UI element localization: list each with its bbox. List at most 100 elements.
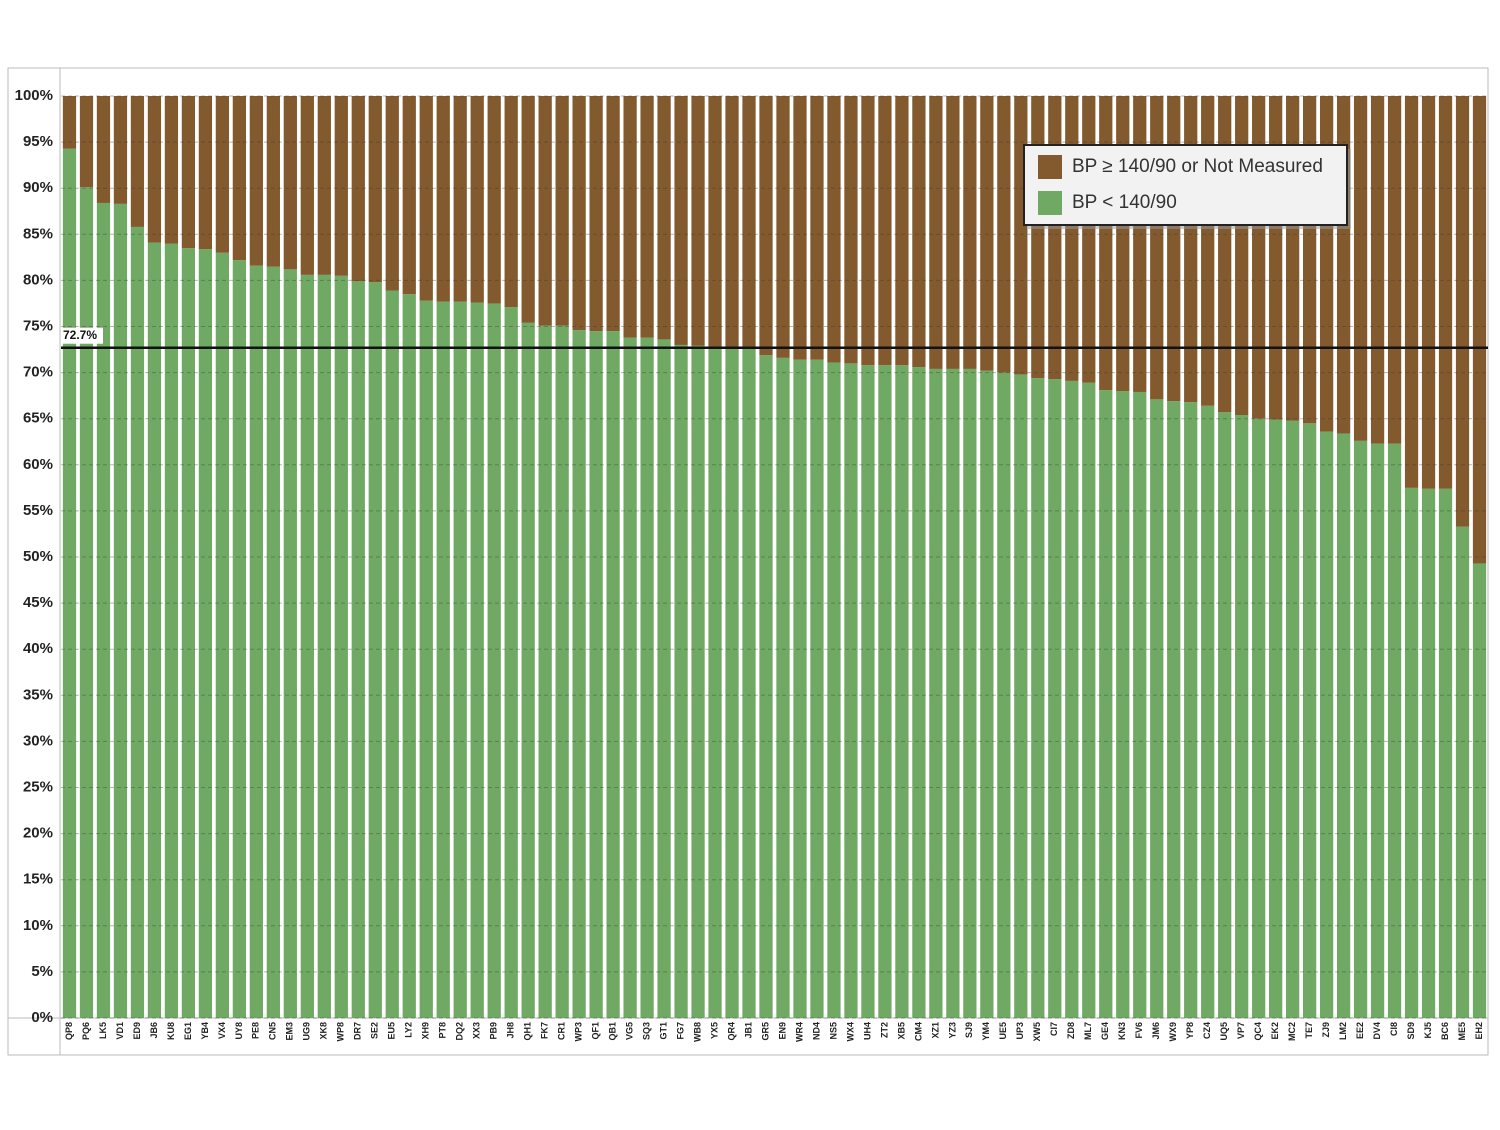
- bar-segment: [198, 249, 213, 1018]
- y-tick-label: 35%: [23, 686, 53, 703]
- bar-segment: [1370, 443, 1385, 1018]
- x-tick-label: EH2: [1474, 1022, 1484, 1040]
- bar-segment: [1082, 96, 1096, 383]
- bar-segment: [334, 96, 348, 276]
- y-tick-label: 20%: [23, 825, 53, 842]
- y-tick-label: 5%: [31, 963, 53, 980]
- bar-segment: [1438, 96, 1453, 489]
- bar-segment: [1455, 96, 1470, 527]
- bar-segment: [1065, 380, 1079, 1018]
- legend-swatch: [1038, 191, 1062, 215]
- bar-segment: [776, 357, 790, 1018]
- bar-segment: [79, 187, 94, 1018]
- bar-segment: [198, 96, 213, 250]
- x-tick-label: DR7: [353, 1022, 363, 1040]
- x-tick-label: WP3: [574, 1022, 584, 1042]
- y-tick-label: 55%: [23, 502, 53, 519]
- x-tick-label: QR4: [726, 1022, 736, 1041]
- bar-segment: [385, 96, 399, 291]
- x-tick-label: YM4: [981, 1022, 991, 1041]
- bar-segment: [453, 301, 467, 1019]
- bar-segment: [351, 96, 365, 282]
- bar-segment: [436, 96, 450, 302]
- x-tick-label: UH4: [862, 1022, 872, 1040]
- bar-segment: [300, 96, 314, 275]
- x-tick-label: CM4: [913, 1022, 923, 1041]
- bar-segment: [62, 96, 77, 149]
- bar-segment: [402, 96, 416, 295]
- x-tick-label: GT1: [658, 1022, 668, 1040]
- x-tick-label: VD1: [115, 1022, 125, 1040]
- bar-segment: [1150, 96, 1164, 400]
- bar-segment: [317, 274, 331, 1018]
- x-tick-label: EN9: [777, 1022, 787, 1040]
- legend-box: [1023, 144, 1348, 226]
- x-tick-label: JH8: [506, 1022, 516, 1039]
- bar-segment: [1031, 96, 1045, 379]
- legend: BP ≥ 140/90 or Not Measured BP < 140/90: [1023, 144, 1351, 229]
- x-tick-label: EK2: [1270, 1022, 1280, 1040]
- bar-segment: [827, 96, 841, 363]
- bar-segment: [181, 96, 196, 249]
- bar-segment: [810, 96, 824, 360]
- bar-segment: [504, 96, 518, 308]
- y-tick-label: 75%: [23, 317, 53, 334]
- bar-segment: [776, 96, 790, 358]
- x-tick-label: XX3: [472, 1022, 482, 1039]
- bar-segment: [130, 96, 145, 227]
- bar-segment: [1218, 412, 1232, 1019]
- bar-segment: [708, 347, 722, 1018]
- bar-segment: [759, 355, 773, 1018]
- x-tick-label: KJ5: [1423, 1022, 1433, 1039]
- bar-segment: [470, 96, 484, 303]
- bar-segment: [997, 96, 1011, 373]
- x-tick-label: YZ3: [947, 1022, 957, 1039]
- bar-segment: [436, 301, 450, 1019]
- bar-segment: [793, 96, 807, 360]
- x-tick-label: SD9: [1406, 1022, 1416, 1040]
- bar-segment: [640, 96, 654, 338]
- x-tick-label: JB6: [149, 1022, 159, 1039]
- bar-segment: [1302, 423, 1317, 1018]
- bar-segment: [878, 365, 892, 1018]
- bar-segment: [742, 96, 756, 349]
- bar-segment: [283, 269, 297, 1018]
- bar-segment: [1082, 382, 1096, 1018]
- bar-segment: [113, 96, 128, 204]
- bar-segment: [1336, 433, 1351, 1018]
- bar-segment: [215, 252, 230, 1019]
- bar-segment: [402, 294, 416, 1019]
- bar-segment: [589, 96, 603, 332]
- bar-segment: [1065, 96, 1079, 381]
- bar-segment: [249, 265, 263, 1018]
- bar-segment: [1421, 488, 1436, 1019]
- y-tick-label: 25%: [23, 778, 53, 795]
- bar-segment: [1438, 488, 1453, 1019]
- y-tick-label: 15%: [23, 871, 53, 888]
- x-tick-label: BC6: [1440, 1022, 1450, 1040]
- bar-segment: [844, 363, 858, 1018]
- x-tick-label: WP8: [336, 1022, 346, 1042]
- bar-segment: [1387, 443, 1402, 1018]
- x-tick-label: WX4: [845, 1022, 855, 1042]
- x-tick-label: XB5: [896, 1022, 906, 1040]
- x-tick-label: LK5: [98, 1022, 108, 1039]
- bar-segment: [640, 337, 654, 1019]
- bar-segment: [164, 96, 179, 244]
- bar-segment: [419, 96, 433, 301]
- bar-segment: [504, 307, 518, 1018]
- bar-segment: [929, 368, 943, 1018]
- bar-segment: [895, 365, 909, 1018]
- y-tick-label: 65%: [23, 410, 53, 427]
- x-tick-label: CZ4: [1202, 1022, 1212, 1039]
- bar-segment: [1167, 401, 1181, 1018]
- x-tick-label: UY8: [234, 1022, 244, 1040]
- bar-segment: [453, 96, 467, 302]
- bar-segment: [1319, 431, 1334, 1018]
- bar-segment: [1455, 526, 1470, 1018]
- bar-segment: [96, 202, 111, 1018]
- x-tick-label: GR5: [760, 1022, 770, 1041]
- bar-segment: [674, 344, 688, 1018]
- bar-segment: [521, 96, 535, 323]
- x-tick-label: QF1: [591, 1022, 601, 1040]
